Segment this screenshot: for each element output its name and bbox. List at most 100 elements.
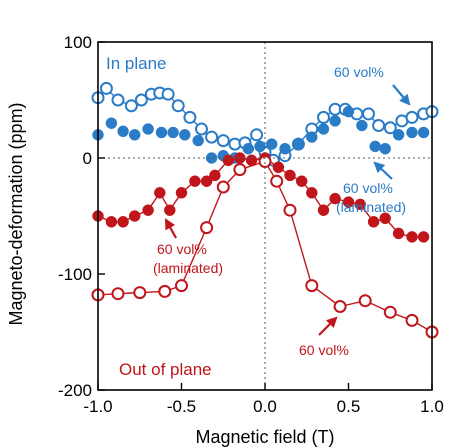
out-of-plane-data-point bbox=[233, 163, 247, 177]
out-of-plane-series-2 bbox=[92, 152, 430, 243]
in-plane-data-point bbox=[195, 122, 208, 136]
in-plane-data-point bbox=[242, 142, 255, 155]
in-plane-data-point bbox=[205, 130, 219, 144]
in-plane-data-point bbox=[155, 126, 168, 139]
out-of-plane-data-point bbox=[200, 175, 213, 187]
out-of-plane-data-point bbox=[392, 227, 405, 240]
out-of-plane-data-point bbox=[117, 216, 129, 228]
out-of-plane-data-point bbox=[270, 174, 284, 188]
in-plane-data-point bbox=[405, 110, 419, 124]
x-tick-label: 0.5 bbox=[337, 397, 361, 416]
y-tick-label: 100 bbox=[64, 33, 92, 52]
in-plane-data-point bbox=[362, 107, 375, 121]
out-of-plane-data-point bbox=[164, 204, 176, 216]
y-tick-label: -100 bbox=[58, 265, 92, 284]
in-plane-data-point bbox=[142, 123, 154, 135]
out-of-plane-data-point bbox=[342, 196, 355, 208]
out-of-plane-data-point bbox=[383, 305, 397, 319]
in-plane-data-point bbox=[417, 126, 430, 139]
x-tick-label: -1.0 bbox=[83, 397, 112, 416]
out-of-plane-data-point bbox=[142, 204, 154, 216]
in-plane-data-point bbox=[254, 140, 266, 153]
in-plane-laminated-label-line2: (laminated) bbox=[336, 199, 406, 215]
out-of-plane-data-point bbox=[175, 279, 188, 293]
out-of-plane-data-point bbox=[189, 175, 201, 187]
in-plane-data-point bbox=[392, 129, 405, 141]
out-of-plane-data-point bbox=[128, 210, 141, 222]
in-plane-data-point bbox=[105, 117, 118, 129]
out-of-plane-data-point bbox=[406, 231, 418, 243]
in-plane-data-point bbox=[183, 110, 197, 124]
in-plane-data-point bbox=[265, 138, 278, 150]
in-plane-data-point bbox=[379, 142, 391, 155]
out-of-plane-data-point bbox=[317, 204, 330, 216]
in-plane-60vol-label: 60 vol% bbox=[334, 64, 384, 80]
out-of-plane-data-point bbox=[295, 175, 308, 187]
in-plane-series-1 bbox=[92, 105, 430, 164]
in-plane-data-point bbox=[406, 126, 418, 139]
x-tick-label: 1.0 bbox=[420, 397, 444, 416]
out-of-plane-data-point bbox=[358, 294, 372, 308]
out-of-plane-data-point bbox=[283, 203, 297, 217]
in-plane-data-point bbox=[192, 134, 204, 147]
out-of-plane-data-point bbox=[354, 198, 366, 211]
in-plane-data-point bbox=[317, 123, 330, 135]
in-plane-data-point bbox=[205, 152, 218, 164]
in-plane-data-point bbox=[171, 99, 185, 113]
out-of-plane-data-point bbox=[209, 169, 221, 182]
in-plane-laminated-arrow bbox=[373, 161, 393, 180]
out-of-plane-60vol-label: 60 vol% bbox=[299, 342, 349, 358]
out-of-plane-data-point bbox=[305, 279, 319, 293]
in-plane-data-point bbox=[167, 126, 179, 139]
in-plane-data-point bbox=[124, 99, 138, 113]
out-of-plane-data-point bbox=[154, 187, 166, 199]
in-plane-data-point bbox=[329, 115, 341, 127]
out-of-plane-60vol-arrow bbox=[318, 316, 338, 336]
in-plane-data-point bbox=[292, 138, 305, 150]
y-tick-label: 0 bbox=[83, 149, 92, 168]
tick-layer: -1.0 -0.5 0.0 0.5 1.0 -200 -100 0 100 bbox=[58, 33, 444, 416]
out-of-plane-data-point bbox=[111, 287, 125, 301]
in-plane-laminated-label-line1: 60 vol% bbox=[343, 180, 393, 196]
out-of-plane-laminated-arrow bbox=[164, 218, 177, 239]
x-tick-label: 0.0 bbox=[253, 397, 277, 416]
in-plane-data-point bbox=[99, 81, 113, 95]
out-of-plane-data-point bbox=[272, 161, 285, 174]
out-of-plane-data-point bbox=[417, 231, 430, 243]
in-plane-data-point bbox=[317, 110, 330, 124]
out-of-plane-data-point bbox=[405, 313, 419, 327]
in-plane-data-point bbox=[216, 134, 230, 148]
in-plane-data-point bbox=[342, 105, 355, 118]
in-plane-data-point bbox=[161, 87, 175, 101]
in-plane-data-point bbox=[369, 140, 381, 153]
in-plane-data-point bbox=[128, 129, 141, 141]
out-of-plane-data-point bbox=[105, 216, 118, 228]
out-of-plane-data-point bbox=[158, 284, 172, 298]
out-of-plane-data-point bbox=[284, 169, 296, 182]
in-plane-data-point bbox=[383, 121, 397, 135]
out-of-plane-data-point bbox=[367, 216, 380, 228]
in-plane-60vol-arrow bbox=[392, 84, 411, 106]
out-of-plane-data-point bbox=[306, 187, 318, 199]
out-of-plane-data-point bbox=[216, 180, 230, 194]
in-plane-data-point bbox=[306, 131, 318, 143]
in-plane-data-point bbox=[279, 142, 291, 155]
x-axis-label: Magnetic field (T) bbox=[195, 427, 334, 447]
in-plane-data-point bbox=[111, 93, 125, 107]
out-of-plane-label: Out of plane bbox=[119, 360, 212, 379]
in-plane-series-0 bbox=[91, 81, 439, 167]
out-of-plane-data-point bbox=[175, 187, 188, 199]
out-of-plane-data-point bbox=[222, 154, 235, 167]
out-of-plane-laminated-label-line1: 60 vol% bbox=[157, 241, 207, 257]
y-tick-label: -200 bbox=[58, 381, 92, 400]
out-of-plane-data-point bbox=[379, 212, 391, 225]
series-layer bbox=[91, 81, 439, 339]
in-plane-data-point bbox=[250, 128, 264, 142]
in-plane-data-point bbox=[179, 129, 191, 141]
in-plane-data-point bbox=[117, 125, 129, 138]
out-of-plane-series-line bbox=[97, 157, 424, 238]
in-plane-data-point bbox=[356, 119, 368, 132]
y-axis-label: Magneto-deformation (ppm) bbox=[6, 102, 26, 325]
out-of-plane-data-point bbox=[329, 192, 341, 205]
